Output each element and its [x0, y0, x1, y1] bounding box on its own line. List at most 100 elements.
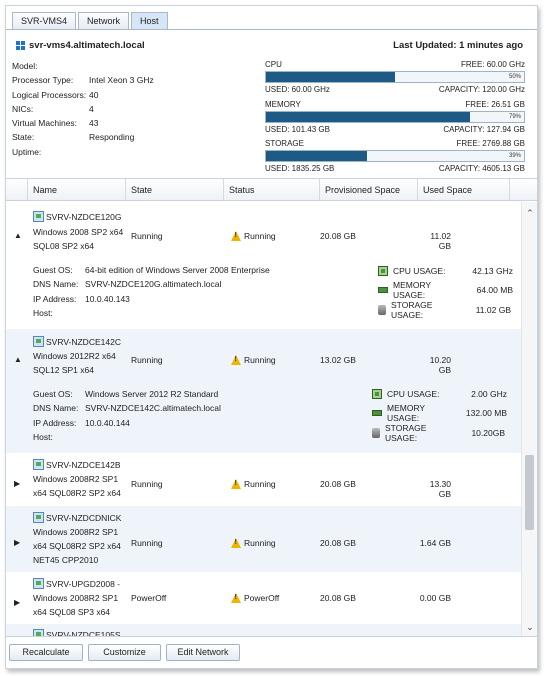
property-row: Model:	[12, 59, 252, 73]
vm-status: PowerOff	[231, 593, 279, 603]
property-value	[89, 59, 252, 73]
column-used[interactable]: Used Space	[418, 179, 510, 200]
bar-fill	[266, 72, 395, 82]
vm-rows: SVRV-NZDCE120G ▲ Windows 2008 SP2 x64 SQ…	[6, 202, 521, 638]
vm-state: Running	[131, 231, 163, 241]
vm-state: Running	[131, 538, 163, 548]
column-name[interactable]: Name	[28, 179, 126, 200]
vm-provisioned: 20.08 GB	[320, 479, 356, 489]
vm-row[interactable]: SVRV-NZDCE105S	[6, 624, 521, 638]
vm-status: Running	[231, 355, 276, 365]
grid-header: Name State Status Provisioned Space Used…	[6, 179, 537, 201]
expander-column	[6, 179, 28, 200]
vm-name: SVRV-UPGD2008 -	[33, 578, 120, 589]
vm-usage-list: CPU USAGE: 2.00 GHz MEMORY USAGE: 132.00 M…	[372, 384, 507, 443]
bar-percent: 50%	[508, 74, 521, 80]
tab-divider	[6, 29, 537, 30]
detail-value: 10.0.40.144	[85, 417, 130, 428]
tab-bar: SVR-VMS4 Network Host	[12, 12, 170, 29]
property-key: NICs:	[12, 103, 34, 114]
property-row: Logical Processors: 40	[12, 88, 252, 102]
property-value: 43	[89, 118, 99, 129]
vm-status: Running	[231, 479, 276, 489]
bar-percent: 79%	[508, 114, 521, 120]
expand-icon[interactable]: ▶	[14, 538, 21, 547]
property-row: Virtual Machines: 43	[12, 116, 252, 130]
tab-svr-vms4[interactable]: SVR-VMS4	[12, 12, 77, 29]
vm-name: SVRV-NZDCE120G	[33, 211, 121, 222]
vm-status: Running	[231, 231, 276, 241]
vm-icon	[33, 629, 44, 638]
vm-icon	[33, 211, 44, 222]
detail-row: IP Address: 10.0.40.143	[33, 292, 270, 306]
vm-provisioned: 13.02 GB	[320, 355, 356, 365]
vm-name: SVRV-NZDCE105S	[33, 629, 120, 638]
detail-key: Guest OS:	[33, 389, 73, 399]
scroll-up-icon[interactable]: ⌃	[526, 208, 534, 218]
usage-value: 2.00 GHz	[471, 388, 507, 399]
vm-name-label: SVRV-NZDCE120G	[46, 211, 122, 222]
vm-name-label: SVRV-NZDCDNICK	[46, 512, 122, 523]
expand-icon[interactable]: ▶	[14, 479, 21, 488]
usage-value: 42.13 GHz	[472, 265, 513, 276]
cpu-resource: CPU FREE: 60.00 GHz 50% USED: 60.00 GHz CA…	[265, 59, 525, 95]
storage-icon	[372, 427, 380, 438]
scroll-down-icon[interactable]: ⌄	[526, 622, 534, 632]
vm-details: Guest OS: 64-bit edition of Windows Serve…	[33, 263, 270, 320]
vm-row[interactable]: SVRV-NZDCE142B ▶ Windows 2008R2 SP1 x64 …	[6, 453, 521, 506]
detail-row: Host:	[33, 306, 270, 320]
vertical-scrollbar[interactable]: ⌃ ⌄	[521, 202, 537, 638]
host-title: svr-vms4.altimatech.local	[16, 40, 145, 51]
column-status[interactable]: Status	[224, 179, 320, 200]
usage-value: 132.00 MB	[465, 408, 507, 419]
detail-value: SVRV-NZDCE120G.altimatech.local	[85, 279, 222, 290]
vm-icon	[33, 512, 44, 523]
detail-value: Windows Server 2012 R2 Standard	[85, 389, 219, 399]
vm-state: PowerOff	[131, 593, 167, 603]
column-provisioned[interactable]: Provisioned Space	[320, 179, 418, 200]
column-state[interactable]: State	[126, 179, 224, 200]
storage-icon	[378, 304, 386, 315]
vm-provisioned: 20.08 GB	[320, 231, 356, 241]
storage-usage-bar: 39%	[265, 150, 525, 162]
memory-icon	[378, 287, 388, 294]
vm-row[interactable]: SVRV-NZDCE120G ▲ Windows 2008 SP2 x64 SQ…	[6, 202, 521, 329]
usage-value: 10.20GB	[471, 427, 505, 438]
expand-icon[interactable]: ▶	[14, 598, 21, 607]
edit-network-button[interactable]: Edit Network	[166, 644, 240, 661]
resource-capacity: CAPACITY: 127.94 GB	[443, 125, 525, 134]
vm-provisioned: 20.08 GB	[320, 538, 356, 548]
resource-title: STORAGE	[265, 139, 304, 148]
detail-row: Guest OS: 64-bit edition of Windows Serve…	[33, 263, 270, 277]
vm-name-label: SVRV-NZDCE105S	[46, 629, 121, 639]
usage-label: MEMORY USAGE:	[393, 280, 431, 301]
last-updated: Last Updated: 1 minutes ago	[393, 40, 523, 51]
host-panel: SVR-VMS4 Network Host svr-vms4.altimatec…	[5, 5, 538, 669]
vm-status-label: Running	[244, 231, 276, 241]
vm-used: 1.64 GB	[419, 538, 451, 548]
recalculate-button[interactable]: Recalculate	[9, 644, 83, 661]
property-row: Uptime:	[12, 145, 252, 159]
detail-key: IP Address:	[33, 417, 77, 428]
vm-row[interactable]: SVRV-UPGD2008 - ▶ Windows 2008R2 SP1 x64…	[6, 572, 521, 624]
property-value: Responding	[89, 132, 135, 143]
vm-icon	[33, 336, 44, 347]
vm-status-label: PowerOff	[244, 593, 280, 603]
detail-row: IP Address: 10.0.40.144	[33, 416, 221, 430]
collapse-icon[interactable]: ▲	[14, 231, 22, 240]
customize-button[interactable]: Customize	[88, 644, 161, 661]
property-row: NICs: 4	[12, 102, 252, 116]
cpu-icon	[378, 265, 388, 276]
host-name: svr-vms4.altimatech.local	[29, 40, 145, 51]
vm-icon	[33, 578, 44, 589]
tab-host[interactable]: Host	[131, 12, 168, 29]
property-value: Intel Xeon 3 GHz	[89, 75, 154, 86]
vm-row[interactable]: SVRV-NZDCE142C ▲ Windows 2012R2 x64 SQL1…	[6, 329, 521, 453]
collapse-icon[interactable]: ▲	[14, 355, 22, 364]
vm-state: Running	[131, 479, 163, 489]
scroll-thumb[interactable]	[525, 455, 534, 530]
vm-row[interactable]: SVRV-NZDCDNICK ▶ Windows 2008R2 SP1 x64 …	[6, 506, 521, 572]
detail-row: Guest OS: Windows Server 2012 R2 Standard	[33, 387, 221, 401]
detail-row: Host:	[33, 430, 221, 444]
tab-network[interactable]: Network	[78, 12, 130, 29]
